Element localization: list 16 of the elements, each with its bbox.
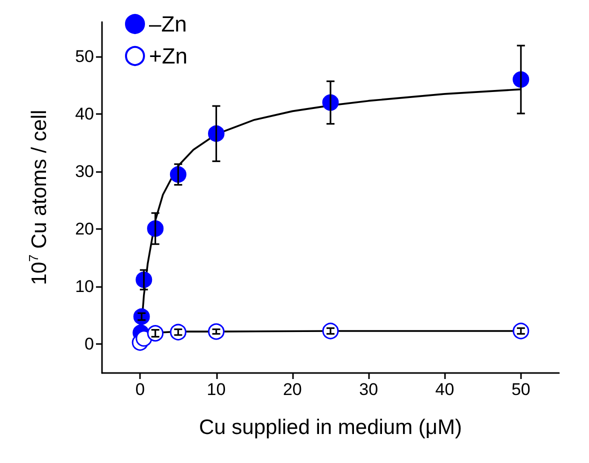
y-tick-label: 10 (75, 277, 94, 296)
y-tick-label: 40 (75, 104, 94, 124)
x-tick-label: 0 (135, 380, 145, 399)
y-tick-label: 20 (75, 220, 94, 239)
x-tick-label: 20 (282, 380, 302, 399)
x-tick-label: 40 (435, 380, 454, 399)
y-tick-label: 30 (75, 162, 94, 182)
y-tick-label: 50 (75, 47, 94, 66)
legend-label: –Zn (149, 12, 187, 36)
y-axis-title: 107 Cu atoms / cell (26, 110, 51, 286)
y-tick-label: 0 (84, 334, 94, 354)
x-tick-label: 30 (359, 380, 378, 399)
x-axis-title: Cu supplied in medium (μM) (198, 416, 462, 439)
legend-label: +Zn (149, 44, 188, 68)
x-tick-label: 10 (206, 380, 226, 399)
x-tick-label: 50 (511, 380, 530, 399)
